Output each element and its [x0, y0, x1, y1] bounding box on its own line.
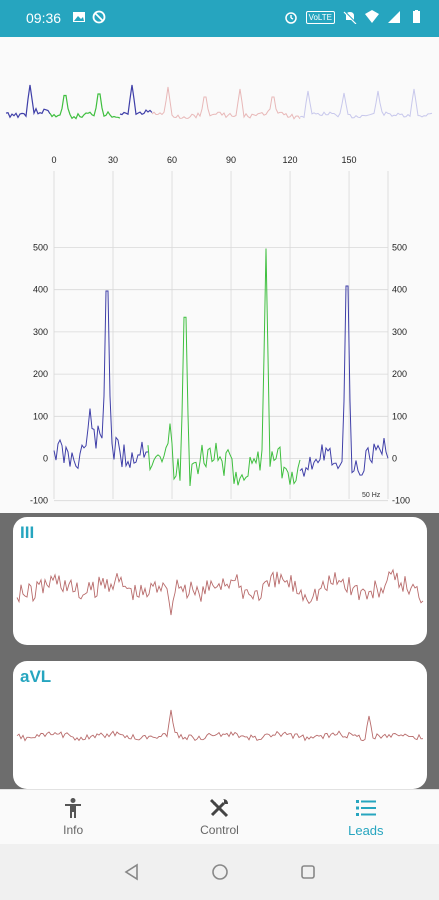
nav-info[interactable]: Info [0, 790, 146, 844]
nav-label: Leads [348, 822, 384, 838]
y-tick-label-right: 200 [392, 369, 407, 379]
system-nav-bar [0, 844, 439, 900]
mini-trace-faded-blue [299, 88, 433, 119]
lead-card-iii[interactable]: III [13, 517, 427, 645]
filter-label: 50 Hz [362, 492, 381, 499]
chart-top-ticks: 0 30 60 90 120 150 [51, 155, 356, 165]
battery-icon [413, 10, 420, 23]
main-trace-blue-1 [53, 290, 149, 470]
y-tick-label-right: -100 [392, 496, 410, 506]
y-tick-label-left: 500 [33, 243, 48, 253]
bottom-nav: Info Control Leads [0, 789, 439, 844]
lead-title: III [20, 523, 35, 542]
top-tick-label: 150 [342, 155, 357, 165]
recents-icon[interactable] [298, 862, 318, 882]
top-tick-label: 120 [283, 155, 298, 165]
mini-ecg-strip [5, 84, 433, 120]
mini-trace-green [49, 93, 121, 120]
person-icon [65, 798, 82, 818]
y-tick-label-right: 300 [392, 327, 407, 337]
main-trace-blue-2 [299, 285, 389, 477]
nav-label: Control [200, 823, 239, 837]
alarm-icon [284, 12, 297, 24]
image-icon [73, 12, 85, 22]
tools-icon [210, 799, 229, 818]
nav-label: Info [63, 823, 84, 837]
lead-trace-iii [16, 568, 424, 616]
y-tick-label-left: 200 [33, 369, 48, 379]
list-icon [355, 799, 376, 816]
mini-trace-faded-red [151, 86, 301, 120]
mini-trace-blue [5, 84, 51, 119]
y-tick-label-left: 100 [33, 411, 48, 421]
nav-control[interactable]: Control [146, 790, 292, 844]
lead-trace-avl [16, 709, 424, 742]
signal-icon [388, 11, 400, 23]
top-tick-label: 0 [51, 155, 56, 165]
home-icon[interactable] [210, 862, 230, 882]
mute-icon [343, 10, 357, 24]
volte-badge: VoLTE [305, 10, 335, 24]
status-time: 09:36 [26, 10, 62, 26]
status-bar: 09:36 VoLTE [0, 0, 439, 37]
top-tick-label: 30 [108, 155, 118, 165]
y-tick-label-right: 100 [392, 411, 407, 421]
chart-grid [53, 171, 389, 502]
main-trace-green [147, 248, 301, 487]
y-tick-label-left: -100 [30, 496, 48, 506]
y-tick-label-left: 0 [43, 454, 48, 464]
mini-trace-blue-2 [119, 84, 153, 116]
lead-title: aVL [20, 667, 52, 686]
lead-card-avl[interactable]: aVL [13, 661, 427, 789]
chart-y-ticks-left: 500 400 300 200 100 0 -100 [30, 243, 48, 506]
top-tick-label: 90 [226, 155, 236, 165]
y-tick-label-right: 500 [392, 243, 407, 253]
sync-off-icon [92, 10, 106, 24]
lead-panels: III aVL [0, 513, 439, 789]
y-tick-label-right: 0 [392, 454, 397, 464]
chart-y-ticks-right: 500 400 300 200 100 0 -100 [392, 243, 410, 506]
y-tick-label-left: 300 [33, 327, 48, 337]
y-tick-label-right: 400 [392, 285, 407, 295]
ecg-main-chart: 0 30 60 90 120 150 500 400 300 200 100 0 -100 500 40… [30, 155, 410, 506]
main-area: 0 30 60 90 120 150 500 400 300 200 100 0 -100 500 40… [0, 37, 439, 513]
back-icon[interactable] [122, 862, 142, 882]
y-tick-label-left: 400 [33, 285, 48, 295]
wifi-icon [365, 10, 379, 23]
nav-leads[interactable]: Leads [293, 790, 439, 844]
top-tick-label: 60 [167, 155, 177, 165]
